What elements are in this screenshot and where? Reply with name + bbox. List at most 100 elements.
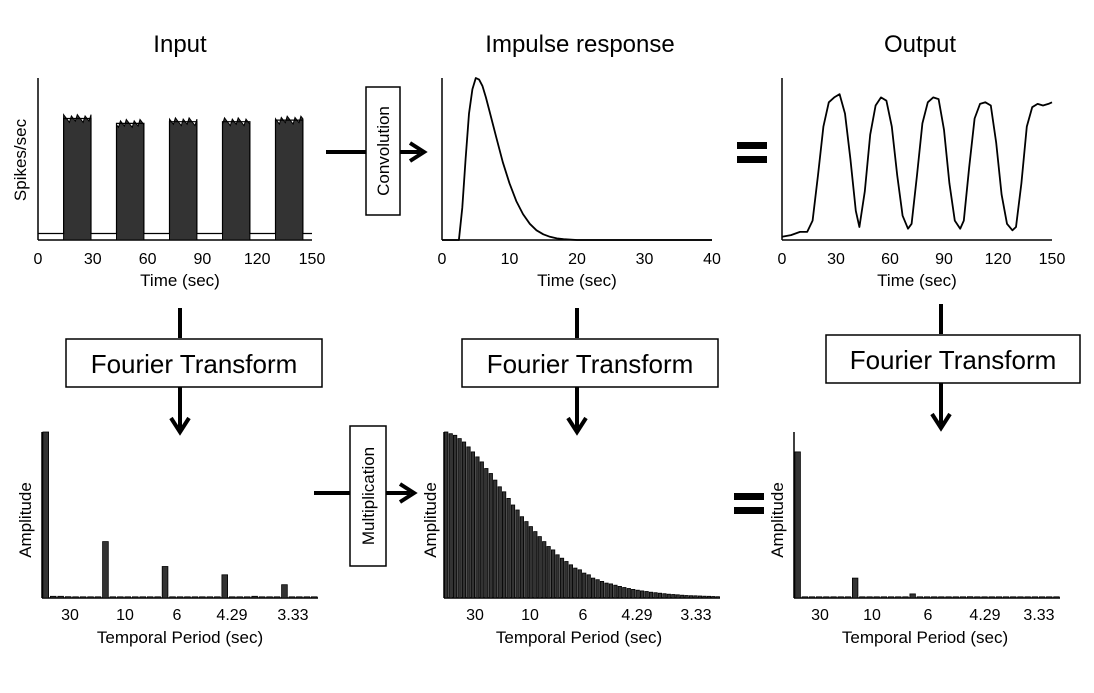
input_time-xtick-4: 120 [244,251,271,268]
ft-impulse-label: Fourier Transform [487,349,694,379]
input-spike-block-4 [276,116,303,240]
impulse_time-xtick-3: 30 [636,251,654,268]
impulse_freq-bar-32 [587,575,590,598]
impulse_freq-bar-4 [462,442,465,598]
impulse_freq-bar-8 [480,462,483,598]
input_freq-bar-11 [125,597,131,598]
impulse_time-xtick-1: 10 [501,251,519,268]
output_freq-bar-13 [888,597,894,598]
impulse_freq-bar-61 [716,597,719,598]
impulse_freq-bar-59 [707,596,710,598]
input_freq-bar-14 [147,597,153,598]
title-impulse-response: Impulse response [485,31,674,58]
impulse_freq-bar-12 [498,487,501,598]
impulse_freq-bar-51 [672,595,675,599]
input_freq-xtick-3: 4.29 [216,607,247,624]
input_freq-bar-31 [274,597,280,598]
output_freq-ylabel: Amplitude [768,482,787,558]
input_freq-xtick-2: 6 [173,607,182,624]
input_freq-bar-1 [50,596,56,598]
impulse_freq-bar-44 [640,591,643,598]
input_time-xtick-1: 30 [84,251,102,268]
impulse_time-xtick-0: 0 [438,251,447,268]
input_freq-bar-13 [140,597,146,598]
convolution-label: Convolution [374,106,393,196]
impulse_freq-bar-37 [609,584,612,598]
input_freq-bar-28 [252,596,258,598]
output_freq-bar-4 [824,597,830,598]
output_freq-xtick-2: 6 [924,607,933,624]
input_freq-bar-3 [65,597,71,598]
impulse_freq-bar-50 [667,594,670,598]
output_freq-bar-30 [1011,597,1017,598]
impulse_freq-bar-55 [689,596,692,598]
impulse_freq-bar-7 [476,457,479,598]
input_freq-bar-24 [222,575,228,598]
impulse_freq-xtick-1: 10 [521,607,539,624]
input_freq-bar-4 [73,597,79,598]
output_time-xtick-4: 120 [985,251,1012,268]
output_freq-bar-27 [989,597,995,598]
input_time-xtick-5: 150 [299,251,326,268]
input_freq-bar-20 [192,597,198,598]
output_freq-bar-12 [881,597,887,598]
input_time-xtick-2: 60 [139,251,157,268]
output_freq-bar-29 [1003,597,1009,598]
chart-impulse-frequency: 30 10 6 4.29 3.33Temporal Period (sec)Amplit… [421,432,720,647]
output_freq-bar-19 [932,597,938,598]
output_freq-bar-10 [867,597,873,598]
impulse_freq-bar-40 [623,588,626,599]
input_freq-bar-34 [297,597,303,598]
input-spike-block-3 [223,118,250,240]
output_freq-bar-24 [967,597,973,598]
impulse_freq-bar-30 [578,570,581,598]
impulse_freq-bar-57 [698,596,701,598]
chart-impulse-time: 0 10 20 30 40Time (sec) [438,78,721,290]
input_time-ylabel: Spikes/sec [11,118,30,201]
impulse_freq-bar-60 [712,597,715,599]
input_freq-xtick-4: 3.33 [277,607,308,624]
input_time-xtick-0: 0 [34,251,43,268]
input_freq-bar-9 [110,597,116,598]
impulse_freq-bar-38 [614,585,617,598]
fourier-transform-impulse: Fourier Transform [462,308,718,432]
ft-output-label: Fourier Transform [850,345,1057,375]
impulse_freq-bar-34 [596,580,599,598]
input_freq-bar-19 [185,597,191,598]
equals-bar-top-2 [737,156,767,163]
output_freq-bar-14 [896,597,902,598]
output_freq-bar-36 [1054,597,1060,598]
impulse_time-xtick-2: 20 [568,251,586,268]
impulse_freq-bar-36 [605,583,608,598]
impulse_freq-bar-52 [676,595,679,598]
input_freq-bar-6 [88,597,94,598]
chart-input-time: 0 30 60 90 120 150 Time (sec) Spikes/sec [11,78,325,290]
equals-sign-bottom [734,493,764,514]
output_freq-bar-9 [860,597,866,598]
output_freq-bar-31 [1018,597,1024,598]
impulse_freq-bar-14 [507,498,510,598]
input_freq-bar-22 [207,597,213,598]
output_freq-bar-21 [946,597,952,598]
input_freq-bar-16 [162,567,168,599]
input_freq-bar-26 [237,597,243,598]
fourier-transform-output: Fourier Transform [826,304,1080,428]
impulse_freq-bar-15 [511,505,514,598]
impulse_freq-xlabel: Temporal Period (sec) [496,628,662,647]
impulse_freq-bar-56 [694,596,697,598]
impulse_freq-bar-54 [685,596,688,599]
output_freq-bar-2 [809,597,815,598]
chart-output-time: 0 30 60 90 120 150 Time (sec) [778,78,1066,290]
impulse_freq-xtick-2: 6 [579,607,588,624]
impulse_freq-bar-19 [529,527,532,598]
input_time-xlabel: Time (sec) [140,271,220,290]
impulse_freq-bar-16 [516,510,519,598]
output_time-xtick-2: 60 [881,251,899,268]
input_freq-bar-25 [229,597,235,598]
input_freq-bar-0 [43,432,49,598]
equals-sign-top [737,142,767,163]
impulse_freq-bar-25 [556,555,559,598]
output_freq-bar-3 [816,597,822,598]
impulse_freq-bar-35 [600,581,603,598]
